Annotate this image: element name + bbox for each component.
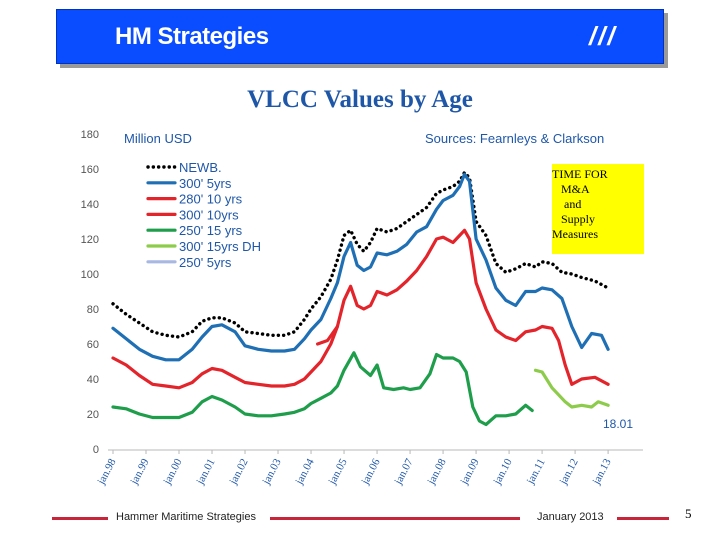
x-tick-label: jan.10 bbox=[491, 456, 515, 487]
series-line bbox=[316, 228, 610, 386]
x-tick-label: jan.01 bbox=[194, 457, 218, 488]
x-tick-label: jan.04 bbox=[293, 456, 317, 487]
annotation-label: 18.01 bbox=[603, 417, 633, 431]
y-tick-label: 140 bbox=[81, 199, 99, 211]
note-line-2: M&A bbox=[552, 182, 590, 196]
footer-rule-left bbox=[52, 517, 108, 520]
y-tick-label: 80 bbox=[87, 304, 99, 316]
footer-rule-middle bbox=[270, 517, 520, 520]
page-number: 5 bbox=[685, 506, 692, 521]
series-line bbox=[533, 368, 610, 409]
legend-label: 250' 5yrs bbox=[179, 255, 232, 270]
sources-label: Sources: Fearnleys & Clarkson bbox=[425, 131, 604, 146]
y-tick-label: 100 bbox=[81, 269, 99, 281]
x-tick-label: jan.13 bbox=[590, 456, 614, 487]
y-tick-label: 0 bbox=[93, 444, 99, 456]
x-tick-label: jan.09 bbox=[458, 456, 482, 487]
legend-label: 280' 10 yrs bbox=[179, 192, 243, 207]
footer-rule-right bbox=[617, 517, 669, 520]
y-tick-label: 40 bbox=[87, 374, 99, 386]
x-tick-label: jan.11 bbox=[524, 457, 548, 487]
header-mark: /// bbox=[589, 21, 617, 51]
note-line-3: and bbox=[552, 197, 582, 211]
note-line-1: TIME FOR bbox=[552, 167, 608, 181]
series-line bbox=[111, 324, 339, 390]
legend-label: 300' 5yrs bbox=[179, 176, 232, 191]
legend-label: 250' 15 yrs bbox=[179, 223, 243, 238]
x-tick-label: jan.99 bbox=[128, 456, 152, 487]
y-tick-label: 160 bbox=[81, 164, 99, 176]
series-line bbox=[111, 351, 534, 427]
header-banner: HM Strategies /// bbox=[56, 9, 664, 64]
chart-title: VLCC Values by Age bbox=[247, 86, 473, 113]
y-tick-label: 20 bbox=[87, 409, 99, 421]
y-tick-label: 120 bbox=[81, 234, 99, 246]
legend-label: 300' 10yrs bbox=[179, 207, 239, 222]
x-tick-label: jan.03 bbox=[260, 456, 284, 487]
x-tick-label: jan.02 bbox=[227, 457, 251, 488]
x-tick-label: jan.07 bbox=[392, 456, 416, 487]
footer-company: Hammer Maritime Strategies bbox=[116, 511, 256, 523]
x-tick-label: jan.98 bbox=[95, 456, 119, 487]
y-tick-label: 60 bbox=[87, 339, 99, 351]
y-axis-label: Million USD bbox=[124, 131, 192, 146]
x-tick-label: jan.00 bbox=[161, 456, 185, 487]
note-line-4: Supply bbox=[552, 212, 596, 226]
legend-label: 300' 15yrs DH bbox=[179, 239, 261, 254]
x-tick-label: jan.05 bbox=[326, 456, 350, 487]
legend-label: NEWB. bbox=[179, 160, 222, 175]
note-box: TIME FOR M&A and Supply Measures bbox=[552, 164, 644, 254]
note-line-5: Measures bbox=[552, 227, 598, 241]
series-line bbox=[111, 172, 610, 362]
x-tick-label: jan.06 bbox=[359, 456, 383, 487]
series-line bbox=[111, 170, 610, 339]
y-tick-label: 180 bbox=[81, 129, 99, 141]
x-tick-label: jan.12 bbox=[557, 457, 581, 488]
header-title: HM Strategies bbox=[115, 23, 269, 50]
footer-date: January 2013 bbox=[537, 511, 604, 523]
x-tick-label: jan.08 bbox=[425, 456, 449, 487]
